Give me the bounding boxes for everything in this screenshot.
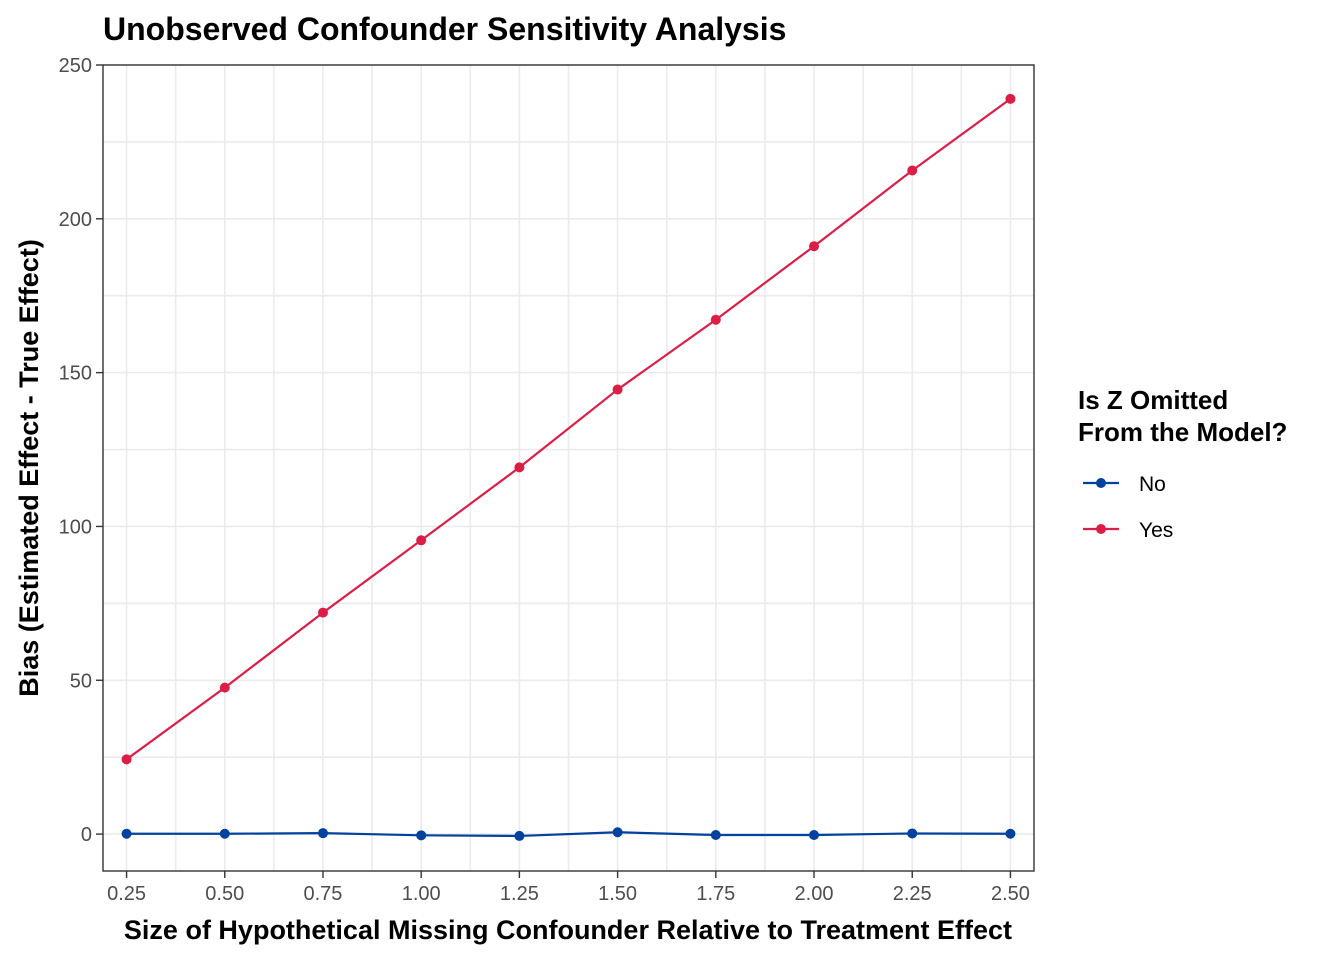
x-axis-title: Size of Hypothetical Missing Confounder … xyxy=(124,915,1012,945)
data-point-yes xyxy=(907,165,918,176)
x-tick-label: 1.25 xyxy=(500,883,539,905)
data-point-no xyxy=(317,828,328,839)
legend-title-line-2: From the Model? xyxy=(1078,417,1287,447)
data-point-yes xyxy=(514,462,525,473)
data-point-no xyxy=(907,828,918,839)
plot-panel xyxy=(102,64,1035,872)
x-tick-label: 1.75 xyxy=(696,883,735,905)
data-point-yes xyxy=(317,607,328,618)
chart-title: Unobserved Confounder Sensitivity Analys… xyxy=(103,11,786,47)
grid-lines xyxy=(103,64,1034,871)
data-point-yes xyxy=(416,535,427,546)
legend-label: Yes xyxy=(1139,519,1173,542)
y-axis: 0 50 100 150 200 250 xyxy=(59,55,103,846)
data-point-no xyxy=(121,828,132,839)
x-tick-label: 0.25 xyxy=(107,883,146,905)
x-axis: 0.25 0.50 0.75 1.00 1.25 1.50 1.75 2.00 2.25 2.50 xyxy=(107,871,1030,905)
legend-items: No Yes xyxy=(1083,473,1173,542)
legend: Is Z Omitted From the Model? No Yes xyxy=(1078,385,1287,542)
x-tick-label: 0.50 xyxy=(205,883,244,905)
series-line-yes xyxy=(125,97,1012,761)
data-point-no xyxy=(612,827,623,838)
legend-title-line-1: Is Z Omitted xyxy=(1078,385,1228,415)
y-tick-label: 0 xyxy=(81,824,92,846)
y-tick-label: 200 xyxy=(59,209,92,231)
x-tick-label: 1.50 xyxy=(598,883,637,905)
legend-item-yes: Yes xyxy=(1083,519,1173,542)
data-point-no xyxy=(710,830,721,841)
data-point-yes xyxy=(1005,93,1016,104)
y-tick-label: 250 xyxy=(59,55,92,77)
y-tick-label: 50 xyxy=(70,670,92,692)
data-point-yes xyxy=(809,241,820,252)
legend-key-point xyxy=(1096,524,1106,534)
data-point-yes xyxy=(121,754,132,765)
x-tick-label: 2.00 xyxy=(795,883,834,905)
y-tick-label: 150 xyxy=(59,363,92,385)
x-tick-label: 2.50 xyxy=(991,883,1030,905)
y-tick-label: 100 xyxy=(59,516,92,538)
data-point-no xyxy=(514,830,525,841)
series-layer xyxy=(121,93,1016,841)
legend-item-no: No xyxy=(1083,473,1166,496)
data-point-no xyxy=(219,828,230,839)
legend-label: No xyxy=(1139,473,1166,496)
data-point-yes xyxy=(219,682,230,693)
data-point-no xyxy=(416,830,427,841)
data-point-no xyxy=(1005,828,1016,839)
data-point-no xyxy=(809,830,820,841)
y-axis-title: Bias (Estimated Effect - True Effect) xyxy=(14,239,44,697)
data-point-yes xyxy=(710,314,721,325)
x-tick-label: 2.25 xyxy=(893,883,932,905)
data-point-yes xyxy=(612,384,623,395)
x-tick-label: 0.75 xyxy=(304,883,343,905)
legend-key-point xyxy=(1096,478,1106,488)
series-line-no xyxy=(126,831,1011,838)
panel-border xyxy=(102,64,1035,872)
x-tick-label: 1.00 xyxy=(402,883,441,905)
